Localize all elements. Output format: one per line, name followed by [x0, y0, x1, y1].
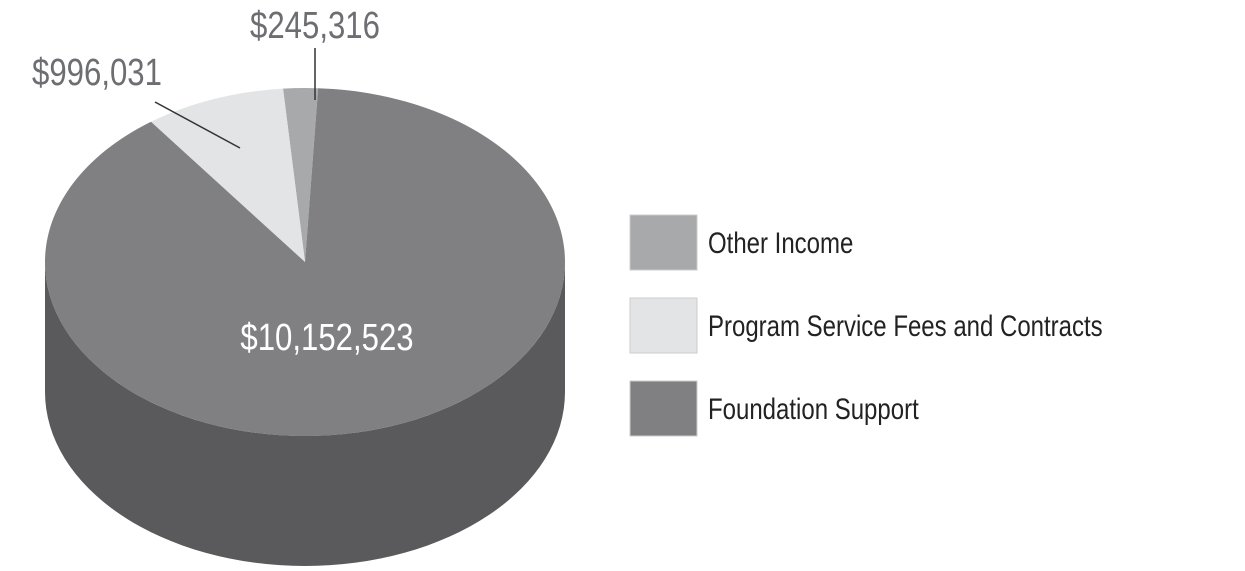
- legend-label: Other Income: [708, 225, 853, 259]
- pie-slice: [45, 88, 566, 437]
- value-label: $10,152,523: [240, 317, 413, 359]
- leader-line: [154, 101, 241, 149]
- legend-swatch: [629, 214, 698, 271]
- legend-swatch: [629, 380, 698, 437]
- pie-side: [45, 262, 565, 566]
- legend-label: Foundation Support: [708, 391, 919, 425]
- value-label: $996,031: [32, 52, 162, 94]
- legend-label: Program Service Fees and Contracts: [708, 308, 1103, 342]
- value-label: $245,316: [250, 5, 380, 47]
- pie-slice: [283, 88, 319, 262]
- legend-swatch: [629, 297, 698, 354]
- pie-slice: [150, 88, 305, 263]
